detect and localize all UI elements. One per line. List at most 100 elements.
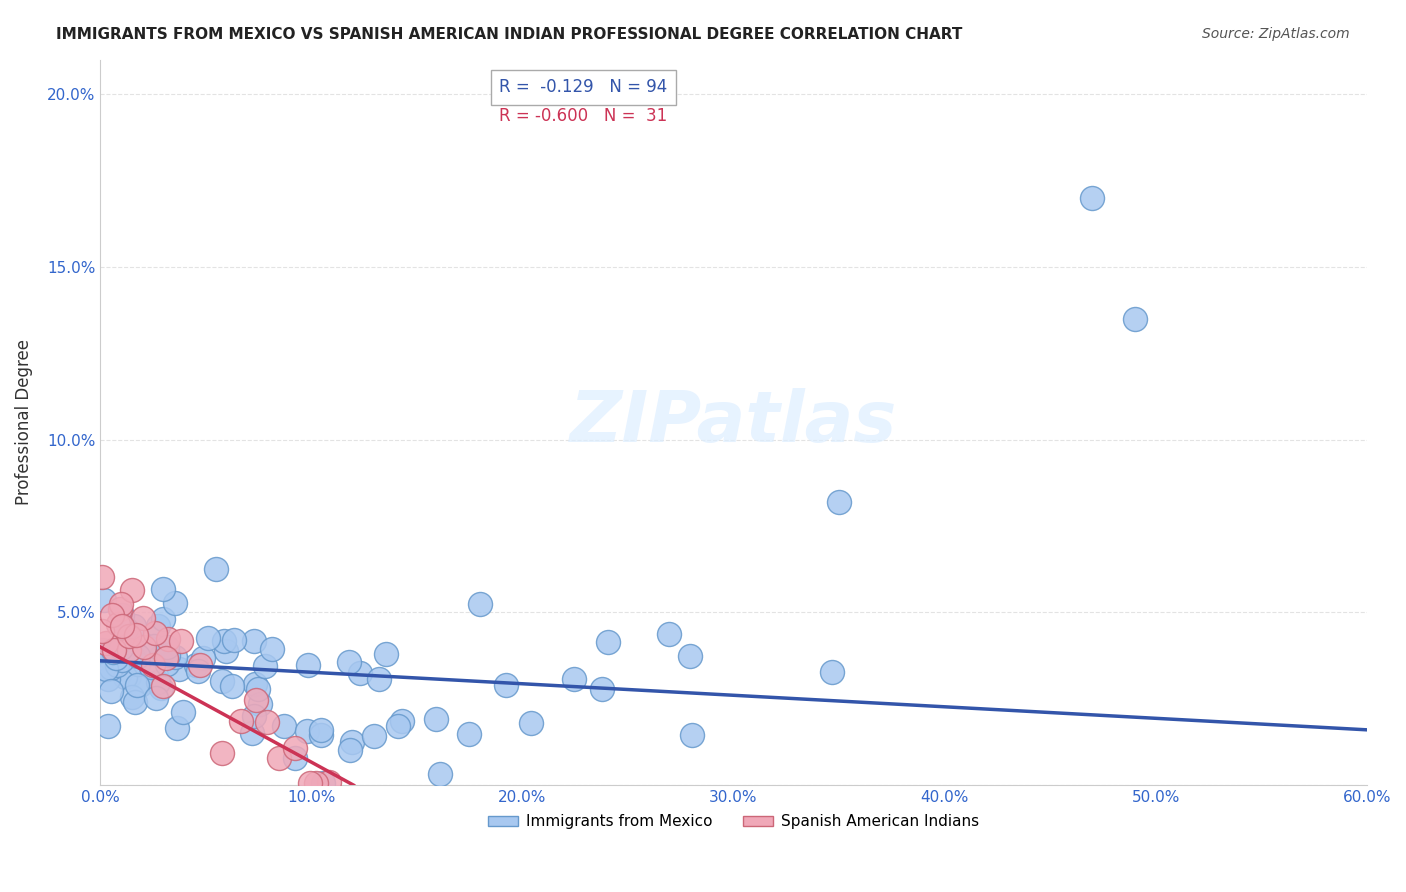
Point — [297, 657, 319, 672]
Point — [591, 682, 613, 697]
Point — [249, 697, 271, 711]
Point — [243, 633, 266, 648]
Point — [191, 650, 214, 665]
Point — [256, 714, 278, 729]
Point — [337, 655, 360, 669]
Point — [155, 650, 177, 665]
Point — [145, 691, 167, 706]
Point — [124, 643, 146, 657]
Point — [132, 611, 155, 625]
Point — [681, 729, 703, 743]
Point — [598, 634, 620, 648]
Point — [229, 714, 252, 729]
Text: ZIPatlas: ZIPatlas — [569, 388, 897, 457]
Point — [98, 650, 121, 665]
Point — [155, 640, 177, 654]
Point — [368, 672, 391, 686]
Point — [108, 601, 131, 615]
Point — [204, 562, 226, 576]
Point — [142, 658, 165, 673]
Point — [96, 636, 118, 650]
Point — [363, 730, 385, 744]
Point — [221, 679, 243, 693]
Point — [124, 628, 146, 642]
Point — [519, 715, 541, 730]
Point — [91, 570, 114, 584]
Point — [104, 651, 127, 665]
Point — [127, 649, 149, 664]
Point — [1123, 311, 1146, 326]
Point — [110, 641, 132, 656]
Point — [267, 751, 290, 765]
Point — [111, 607, 134, 622]
Point — [391, 714, 413, 729]
Point — [111, 619, 134, 633]
Point — [111, 653, 134, 667]
Point — [125, 678, 148, 692]
Point — [143, 625, 166, 640]
Point — [429, 766, 451, 780]
Point — [1081, 191, 1104, 205]
Point — [165, 650, 187, 665]
Point — [122, 619, 145, 633]
Point — [152, 612, 174, 626]
Point — [156, 648, 179, 662]
Point — [172, 705, 194, 719]
Point — [374, 647, 396, 661]
Point — [495, 678, 517, 692]
Point — [187, 664, 209, 678]
Point — [129, 678, 152, 692]
Point — [318, 775, 340, 789]
Point — [212, 633, 235, 648]
Point — [190, 658, 212, 673]
Point — [91, 643, 114, 657]
Point — [170, 633, 193, 648]
Point — [134, 640, 156, 654]
Point — [828, 495, 851, 509]
Point — [470, 597, 492, 611]
Point — [121, 582, 143, 597]
Point — [155, 657, 177, 671]
Point — [309, 723, 332, 737]
Point — [118, 643, 141, 657]
Point — [139, 659, 162, 673]
Point — [150, 648, 173, 663]
Point — [340, 734, 363, 748]
Point — [184, 658, 207, 673]
Point — [297, 723, 319, 738]
Text: R = -0.600   N =  31: R = -0.600 N = 31 — [499, 107, 668, 125]
Point — [150, 681, 173, 696]
Point — [245, 693, 267, 707]
Text: IMMIGRANTS FROM MEXICO VS SPANISH AMERICAN INDIAN PROFESSIONAL DEGREE CORRELATIO: IMMIGRANTS FROM MEXICO VS SPANISH AMERIC… — [56, 27, 963, 42]
Point — [97, 672, 120, 686]
Point — [821, 665, 844, 680]
Point — [156, 632, 179, 646]
Point — [121, 690, 143, 704]
Point — [114, 622, 136, 636]
Point — [100, 661, 122, 675]
Point — [211, 746, 233, 760]
Point — [93, 592, 115, 607]
Point — [215, 644, 238, 658]
Point — [349, 666, 371, 681]
Point — [124, 694, 146, 708]
Point — [197, 631, 219, 645]
Point — [94, 662, 117, 676]
Point — [309, 728, 332, 742]
Point — [425, 712, 447, 726]
Point — [166, 722, 188, 736]
Point — [387, 719, 409, 733]
Point — [679, 648, 702, 663]
Point — [245, 677, 267, 691]
Point — [260, 642, 283, 657]
Point — [284, 751, 307, 765]
Point — [148, 619, 170, 633]
Point — [304, 776, 326, 790]
Point — [118, 653, 141, 667]
Point — [152, 680, 174, 694]
Point — [562, 672, 585, 686]
Point — [240, 726, 263, 740]
Point — [107, 617, 129, 632]
Point — [97, 719, 120, 733]
Point — [148, 675, 170, 690]
